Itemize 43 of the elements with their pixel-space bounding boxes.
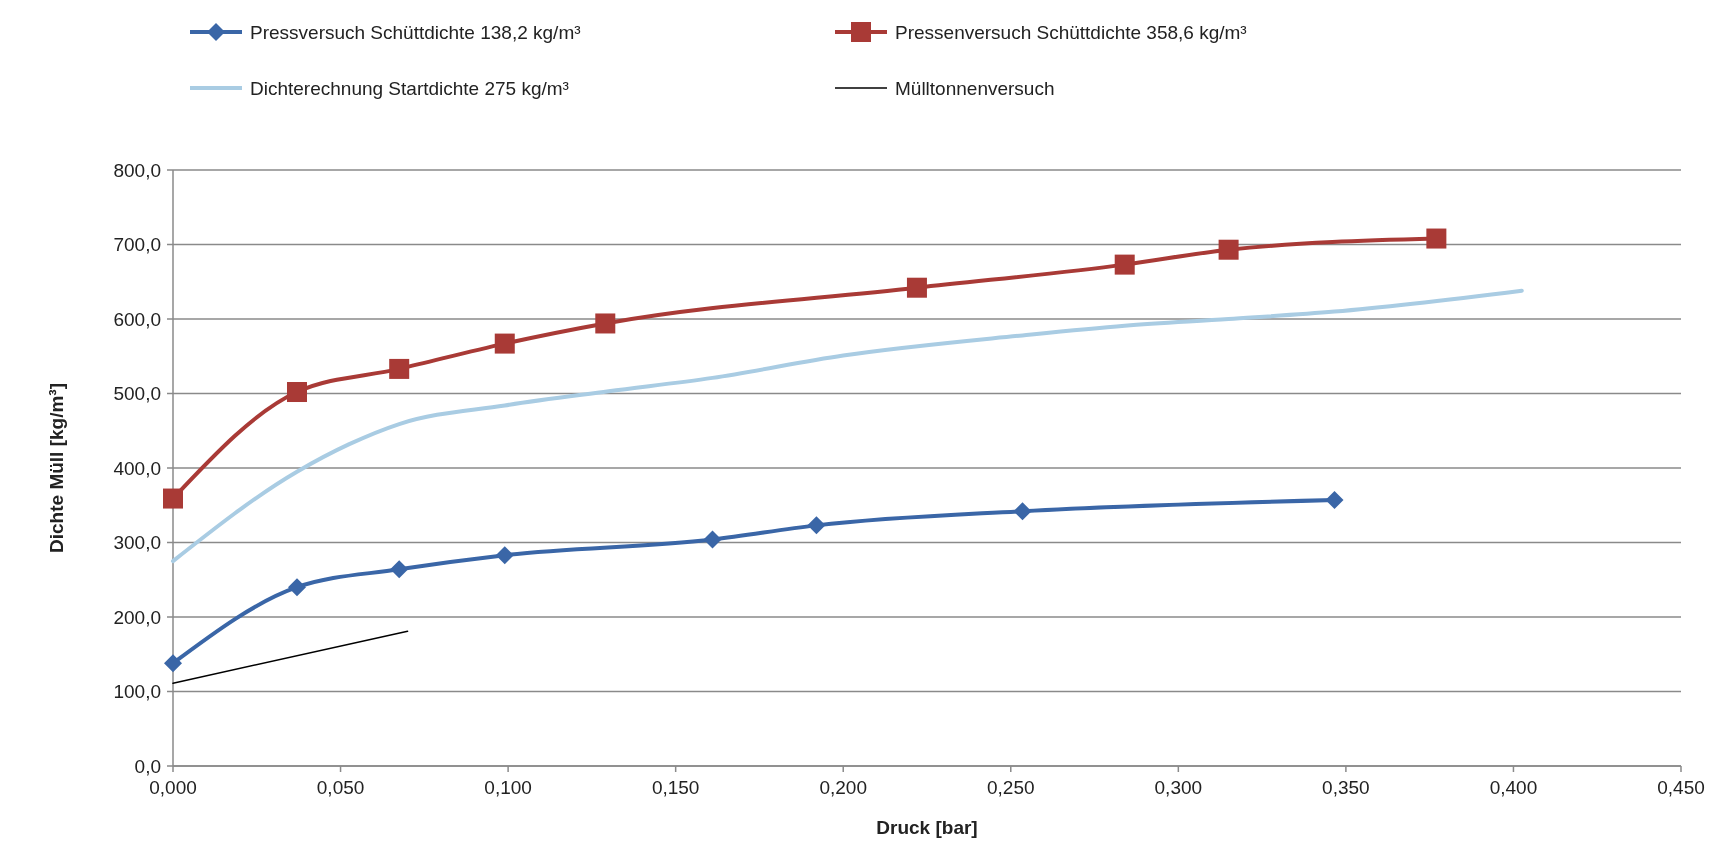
y-tick-label: 600,0 bbox=[113, 308, 161, 330]
y-tick-label: 200,0 bbox=[113, 606, 161, 628]
point bbox=[494, 333, 515, 354]
legend-label: Mülltonnenversuch bbox=[895, 77, 1055, 99]
point bbox=[1218, 239, 1239, 260]
point bbox=[906, 277, 927, 298]
x-tick-label: 0,400 bbox=[1489, 777, 1538, 798]
point bbox=[807, 516, 826, 535]
legend-label: Dichterechnung Startdichte 275 kg/m³ bbox=[250, 77, 569, 99]
y-tick-label: 400,0 bbox=[113, 457, 161, 479]
point bbox=[1114, 254, 1135, 275]
point bbox=[703, 530, 722, 549]
point bbox=[1426, 228, 1447, 249]
x-tick-label: 0,150 bbox=[651, 777, 700, 798]
point bbox=[286, 382, 307, 403]
y-tick-label: 100,0 bbox=[113, 681, 161, 703]
x-tick-label: 0,200 bbox=[819, 777, 867, 798]
x-tick-label: 0,100 bbox=[484, 777, 532, 798]
y-tick-label: 700,0 bbox=[113, 234, 161, 256]
y-tick-label: 300,0 bbox=[113, 532, 161, 554]
legend-label: Pressenversuch Schüttdichte 358,6 kg/m³ bbox=[895, 21, 1247, 43]
point bbox=[163, 488, 183, 509]
point bbox=[1013, 502, 1032, 521]
y-axis-title: Dichte Müll [kg/m³] bbox=[46, 383, 67, 553]
y-tick-label: 0,0 bbox=[134, 755, 161, 777]
x-tick-label: 0,250 bbox=[987, 777, 1035, 798]
point bbox=[495, 546, 514, 565]
legend-label: Pressversuch Schüttdichte 138,2 kg/m³ bbox=[250, 21, 581, 43]
line-series bbox=[171, 288, 1524, 564]
x-tick-label: 0,050 bbox=[316, 777, 365, 798]
x-tick-label: 0,350 bbox=[1322, 777, 1370, 798]
point bbox=[595, 313, 616, 334]
point bbox=[1325, 491, 1344, 510]
x-axis-title: Druck [bar] bbox=[876, 817, 978, 838]
point bbox=[390, 560, 409, 579]
point bbox=[389, 358, 410, 379]
x-tick-label: 0,300 bbox=[1154, 777, 1203, 798]
y-tick-label: 500,0 bbox=[113, 383, 161, 405]
point bbox=[164, 654, 182, 673]
x-tick-label: 0,450 bbox=[1657, 777, 1705, 798]
point bbox=[287, 578, 306, 597]
x-tick-label: 0,000 bbox=[149, 777, 197, 798]
y-tick-label: 800,0 bbox=[113, 159, 161, 181]
